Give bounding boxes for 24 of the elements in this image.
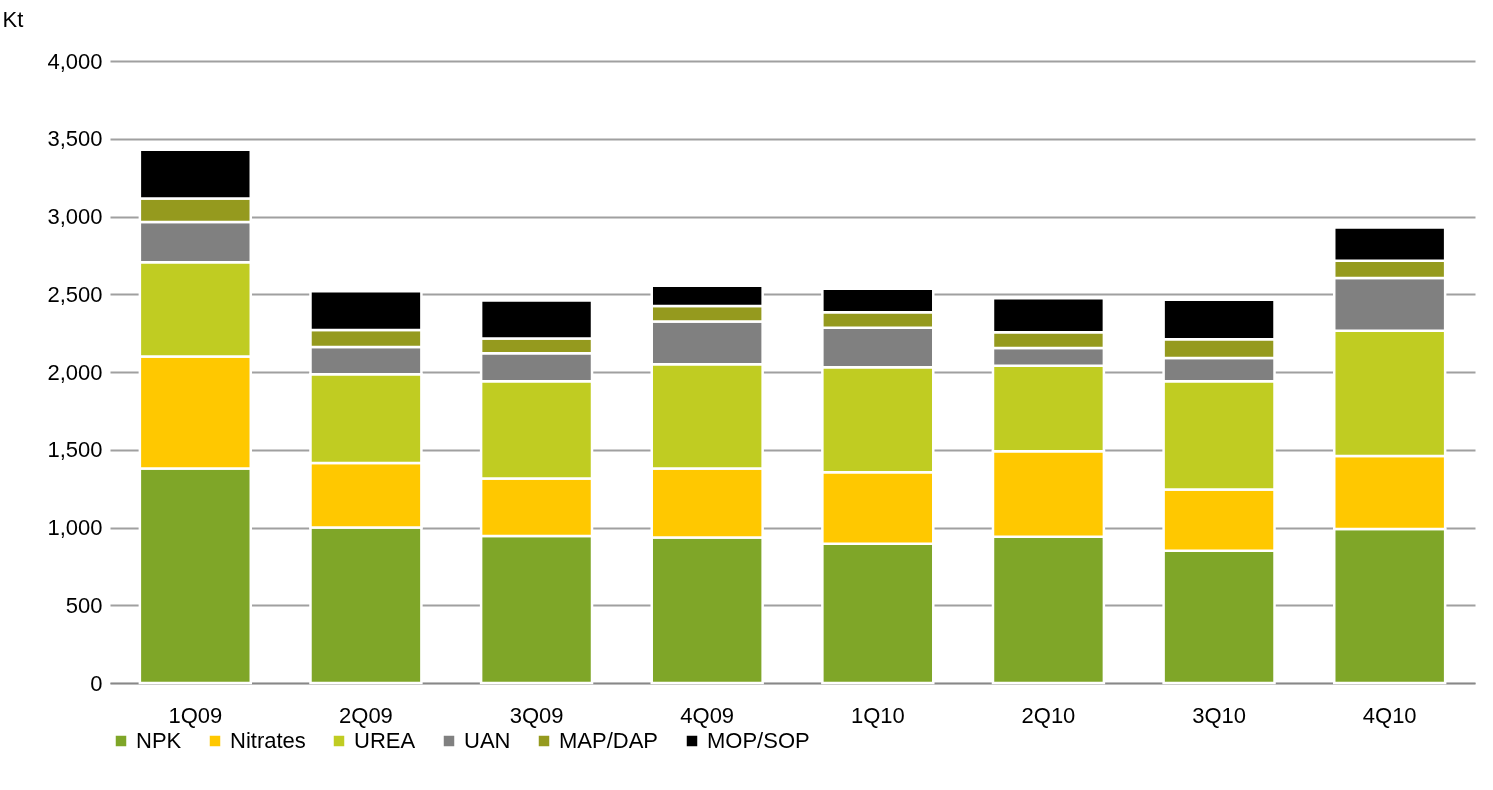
x-tick-label: 1Q09 [168, 702, 223, 728]
legend-label: Nitrates [230, 728, 306, 753]
x-tick-label: 2Q10 [1021, 702, 1076, 728]
x-tick-label: 4Q09 [680, 702, 735, 728]
x-tick-label: 4Q10 [1362, 702, 1417, 728]
y-tick-label: 0 [90, 670, 103, 696]
y-tick-label: 3,000 [47, 204, 103, 229]
x-tick-label: 3Q09 [509, 702, 564, 728]
y-tick-label: 2,000 [47, 359, 103, 385]
legend-label: MAP/DAP [559, 728, 659, 753]
y-tick-label: 500 [65, 592, 103, 618]
legend-label: UAN [464, 728, 511, 753]
x-tick-label: 3Q10 [1192, 702, 1246, 728]
y-tick-label: 1,000 [47, 515, 103, 540]
y-tick-label: 3,500 [47, 126, 103, 152]
x-tick-label: 1Q10 [850, 702, 905, 728]
y-axis-title: Kt [2, 6, 24, 32]
y-tick-label: 4,000 [47, 48, 103, 74]
x-tick-label: 2Q09 [339, 702, 393, 728]
y-tick-label: 2,500 [47, 281, 103, 307]
y-tick-label: 1,500 [47, 437, 103, 463]
legend-label: MOP/SOP [707, 728, 810, 753]
legend-label: UREA [354, 728, 416, 753]
legend-label: NPK [136, 728, 182, 753]
